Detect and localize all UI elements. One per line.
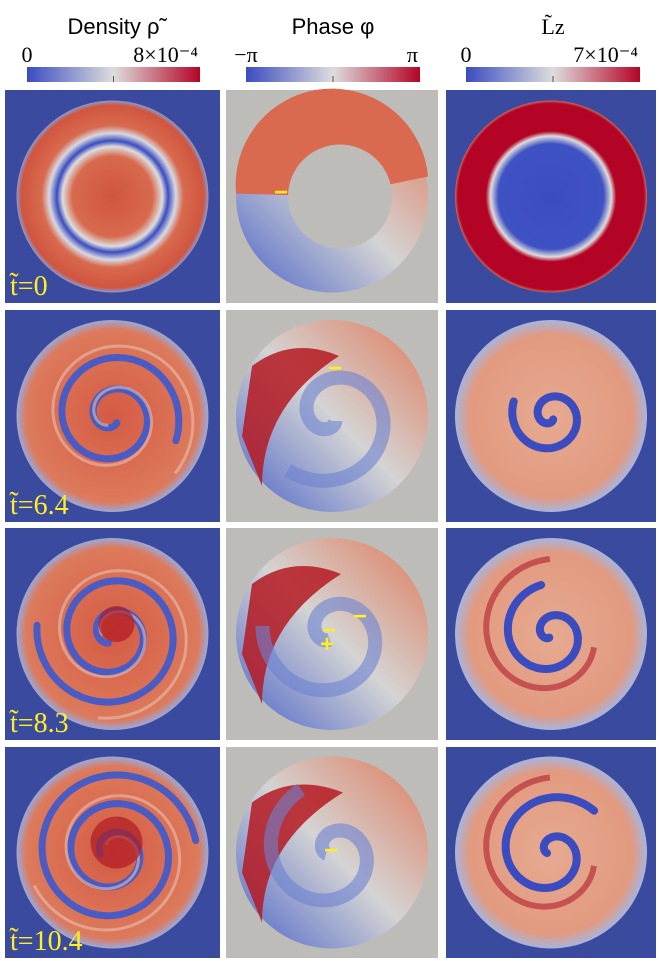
figure: Density ρ̃ 0 8×10⁻⁴ Phase φ −π π L̃z 0 7×10⁻⁴ t̃=… xyxy=(0,0,659,961)
vortex-mark: − xyxy=(274,179,288,206)
density-core xyxy=(91,817,143,869)
colorbar-max: 8×10⁻⁴ xyxy=(133,42,198,67)
panels: Density ρ̃ 0 8×10⁻⁴ Phase φ −π π L̃z 0 7×10⁻⁴ t̃=… xyxy=(5,14,656,958)
time-label: t̃=10.4 xyxy=(9,926,82,957)
colorbar-min: 0 xyxy=(22,42,33,67)
column-title: Phase φ xyxy=(292,14,375,39)
lz-disk xyxy=(455,320,647,512)
column-title: Density ρ̃ xyxy=(68,14,168,39)
density-core xyxy=(99,606,135,642)
lz-disk xyxy=(455,101,647,293)
time-label: t̃=6.4 xyxy=(9,490,68,521)
colorbar-max: π xyxy=(407,42,418,67)
vortex-mark: − xyxy=(324,837,338,864)
vortex-mark: − xyxy=(328,355,342,382)
vortex-mark: − xyxy=(353,603,367,630)
phase-hole xyxy=(288,145,392,249)
colorbar-max: 7×10⁻⁴ xyxy=(573,42,638,67)
vortex-mark: + xyxy=(320,631,334,658)
colorbar-min: −π xyxy=(234,42,258,67)
density-disk xyxy=(17,101,209,293)
time-label: t̃=8.3 xyxy=(9,708,68,739)
colorbar-min: 0 xyxy=(461,42,472,67)
time-label: t̃=0 xyxy=(9,271,47,302)
column-title: L̃z xyxy=(541,14,564,39)
